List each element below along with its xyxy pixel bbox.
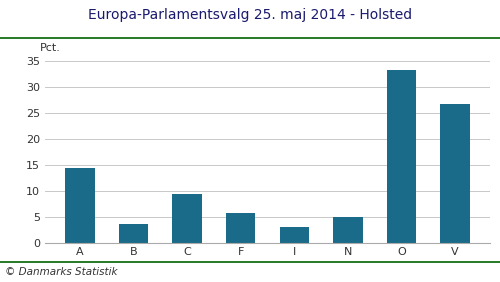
Text: Pct.: Pct.	[40, 43, 60, 53]
Bar	[333, 217, 362, 243]
Bar	[226, 213, 256, 243]
Bar	[440, 104, 470, 243]
Bar	[280, 228, 309, 243]
Bar	[172, 194, 202, 243]
Text: Europa-Parlamentsvalg 25. maj 2014 - Holsted: Europa-Parlamentsvalg 25. maj 2014 - Hol…	[88, 8, 412, 23]
Bar	[65, 168, 94, 243]
Bar	[386, 70, 416, 243]
Text: © Danmarks Statistik: © Danmarks Statistik	[5, 267, 117, 277]
Bar	[119, 224, 148, 243]
